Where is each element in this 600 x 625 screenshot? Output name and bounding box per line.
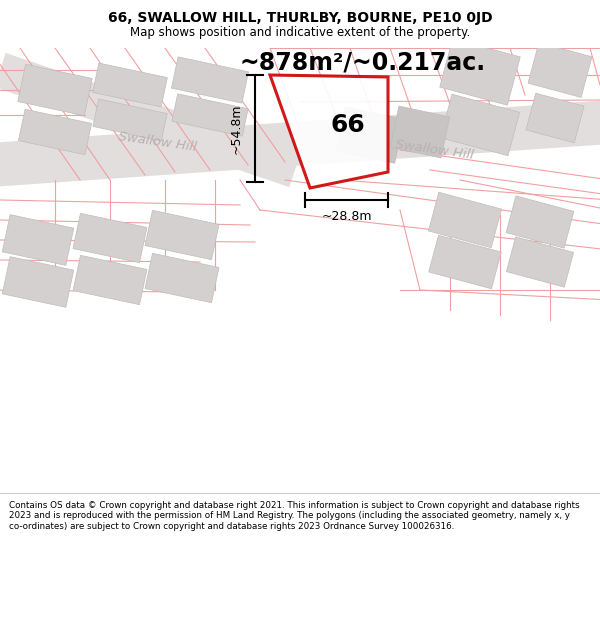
Text: Swallow Hill: Swallow Hill [118, 130, 198, 154]
Polygon shape [2, 257, 74, 308]
Polygon shape [0, 100, 600, 187]
Polygon shape [0, 53, 301, 187]
Polygon shape [270, 75, 388, 188]
Polygon shape [73, 213, 147, 262]
Text: Swallow Hill: Swallow Hill [395, 138, 475, 162]
Polygon shape [19, 109, 92, 155]
Polygon shape [73, 256, 147, 304]
Polygon shape [336, 107, 404, 163]
Polygon shape [428, 192, 502, 248]
Polygon shape [506, 237, 574, 287]
Polygon shape [526, 93, 584, 143]
Polygon shape [2, 214, 74, 266]
Polygon shape [145, 253, 219, 302]
Polygon shape [528, 42, 592, 98]
Polygon shape [440, 39, 520, 105]
Polygon shape [93, 99, 167, 141]
Polygon shape [172, 57, 248, 103]
Polygon shape [390, 106, 450, 158]
Text: ~28.8m: ~28.8m [321, 210, 372, 223]
Polygon shape [172, 94, 248, 136]
Polygon shape [428, 235, 502, 289]
Polygon shape [92, 63, 167, 107]
Polygon shape [18, 64, 92, 116]
Text: Map shows position and indicative extent of the property.: Map shows position and indicative extent… [130, 26, 470, 39]
Text: Contains OS data © Crown copyright and database right 2021. This information is : Contains OS data © Crown copyright and d… [9, 501, 580, 531]
Polygon shape [145, 211, 219, 259]
Text: ~54.8m: ~54.8m [230, 103, 243, 154]
Polygon shape [440, 94, 520, 156]
Text: ~878m²/~0.217ac.: ~878m²/~0.217ac. [240, 51, 486, 75]
Text: 66, SWALLOW HILL, THURLBY, BOURNE, PE10 0JD: 66, SWALLOW HILL, THURLBY, BOURNE, PE10 … [107, 11, 493, 24]
Polygon shape [506, 196, 574, 248]
Text: 66: 66 [331, 113, 365, 137]
